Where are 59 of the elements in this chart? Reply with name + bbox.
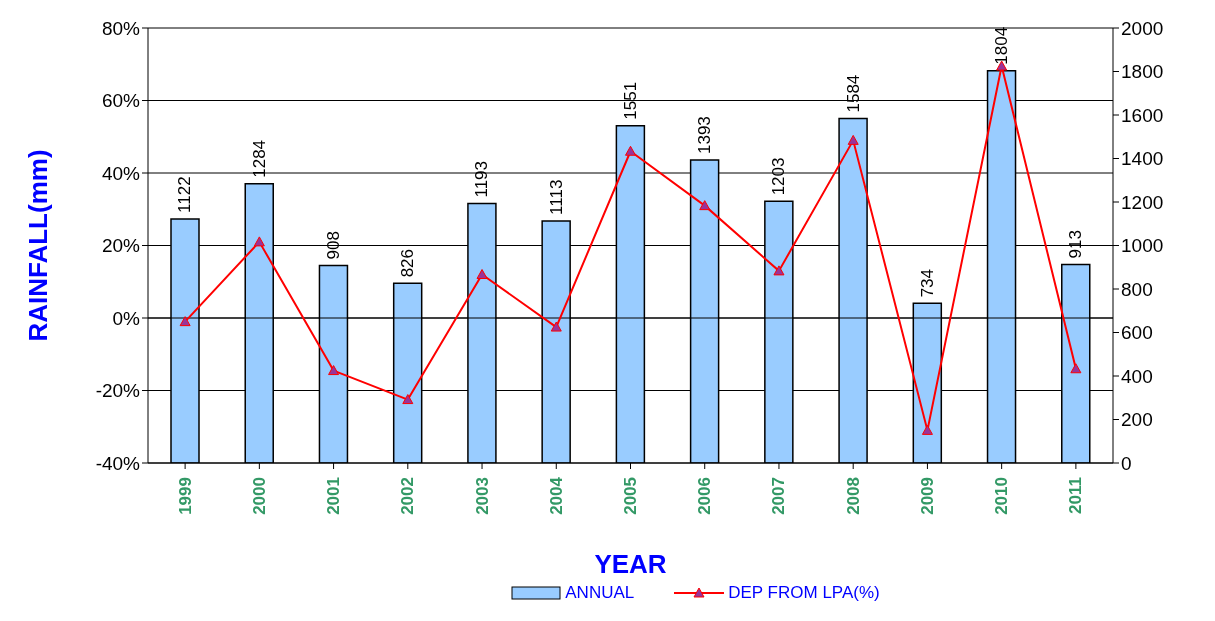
point <box>625 145 636 156</box>
x-tick-label: 2003 <box>472 477 492 515</box>
x-tick-label: 2010 <box>992 477 1012 515</box>
x-tick-label: 2009 <box>917 477 937 515</box>
data-label: 1193 <box>472 160 492 198</box>
data-label: 908 <box>323 231 343 260</box>
point <box>179 316 191 327</box>
x-tick-label: 2002 <box>398 477 418 515</box>
point <box>328 365 340 376</box>
y2-tick-label: 1800 <box>1121 61 1164 83</box>
x-tick-label: 2001 <box>324 477 344 515</box>
data-label: 1203 <box>769 157 789 196</box>
y2-tick-label: 200 <box>1121 409 1153 431</box>
x-tick-label: 2004 <box>546 476 566 515</box>
x-axis-title: YEAR <box>594 549 667 579</box>
data-label: 1113 <box>546 179 566 215</box>
x-tick-label: 2011 <box>1066 477 1086 514</box>
x-tick-label: 2005 <box>621 477 640 515</box>
data-label: 1284 <box>249 139 269 178</box>
x-tick-label: 2008 <box>843 477 863 515</box>
point <box>402 394 414 405</box>
data-label: 1393 <box>695 116 715 155</box>
point <box>1070 363 1082 374</box>
y2-tick-label: 0 <box>1121 452 1132 474</box>
legend-label: ANNUAL <box>565 583 635 603</box>
data-label: 826 <box>398 248 418 278</box>
data-label: 1551 <box>620 81 640 120</box>
legend-label: DEP FROM LPA(%) <box>728 583 880 603</box>
y2-tick-label: 600 <box>1121 322 1153 344</box>
point <box>476 269 488 279</box>
x-tick-label: 1999 <box>175 477 195 515</box>
y2-tick-label: 1000 <box>1121 235 1164 257</box>
data-label: 913 <box>1066 230 1086 259</box>
y-tick-label: 20% <box>101 235 141 257</box>
y2-tick-label: 400 <box>1121 365 1153 387</box>
y-tick-label: 0% <box>112 307 141 329</box>
x-tick-label: 2000 <box>249 477 269 515</box>
y2-tick-label: 1200 <box>1121 191 1164 213</box>
y2-tick-label: 800 <box>1121 278 1153 300</box>
point <box>699 200 711 211</box>
y2-tick-label: 1600 <box>1121 104 1164 126</box>
y2-tick-label: 1400 <box>1121 148 1164 170</box>
data-label: 1804 <box>992 26 1012 65</box>
point <box>253 236 265 247</box>
y-tick-label: 80% <box>101 17 141 39</box>
point <box>550 321 562 332</box>
point <box>921 424 933 435</box>
x-tick-label: 2006 <box>695 477 715 515</box>
y-axis-title: RAINFALL(mm) <box>23 149 54 342</box>
y-tick-label: 40% <box>101 162 141 184</box>
y2-tick-label: 2000 <box>1121 17 1164 39</box>
point <box>847 134 859 145</box>
y-tick-label: -40% <box>95 452 141 474</box>
x-tick-label: 2007 <box>769 477 789 515</box>
point <box>773 265 785 276</box>
data-label: 734 <box>917 268 937 298</box>
y-tick-label: -20% <box>95 380 141 402</box>
y-tick-label: 60% <box>101 90 141 112</box>
data-label: 1122 <box>175 176 195 213</box>
